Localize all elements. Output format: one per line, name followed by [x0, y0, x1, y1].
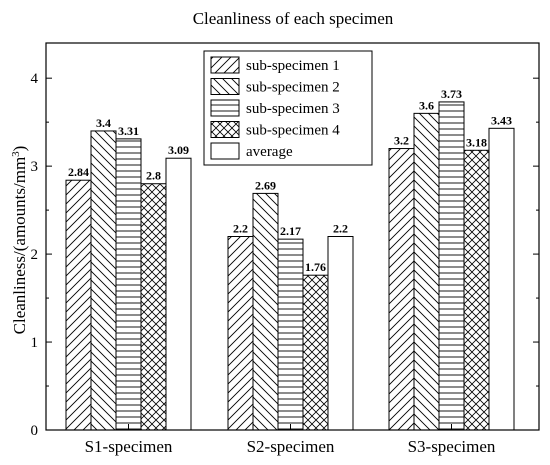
legend-label: sub-specimen 2 — [246, 80, 340, 96]
legend-label: sub-specimen 3 — [246, 101, 340, 117]
legend-swatch — [210, 142, 240, 160]
bar-s1-specimen-average — [165, 157, 192, 431]
bar-value-label: 2.69 — [255, 178, 276, 192]
bar-s2-specimen-sub-specimen-2 — [252, 192, 279, 431]
bar-value-label: 2.8 — [146, 169, 161, 183]
x-category-label: S3-specimen — [408, 437, 496, 456]
y-tick-label: 1 — [31, 335, 39, 351]
legend-label: average — [246, 144, 293, 160]
bar-value-label: 3.31 — [118, 124, 139, 138]
legend-label: sub-specimen 1 — [246, 58, 340, 74]
x-category-label: S2-specimen — [247, 437, 335, 456]
bar-value-label: 2.2 — [333, 222, 348, 236]
bar-s3-specimen-average — [488, 127, 515, 431]
bar-s2-specimen-average — [327, 236, 354, 431]
bar-series-group — [65, 101, 515, 431]
bar-value-label: 2.84 — [68, 165, 89, 179]
bar-s1-specimen-sub-specimen-4 — [140, 183, 167, 431]
plot-frame — [45, 42, 540, 431]
bar-s1-specimen-sub-specimen-2 — [90, 130, 117, 431]
bar-s1-specimen-sub-specimen-1 — [65, 179, 92, 431]
legend-swatch — [210, 56, 240, 74]
bar-s3-specimen-sub-specimen-3 — [438, 101, 465, 431]
bar-s3-specimen-sub-specimen-4 — [463, 149, 490, 431]
bar-s3-specimen-sub-specimen-2 — [413, 112, 440, 431]
legend-swatch — [210, 99, 240, 117]
x-axis-categories: S1-specimen S2-specimen S3-specimen — [85, 424, 496, 456]
y-tick-label: 4 — [31, 71, 39, 87]
bar-s2-specimen-sub-specimen-4 — [302, 274, 329, 431]
bar-s3-specimen-sub-specimen-1 — [388, 148, 415, 431]
data-labels-group: 2.84 3.4 3.31 2.8 3.09 2.2 2.69 2.17 1.76 2.2 3.2 3… — [68, 87, 512, 274]
bar-value-label: 3.4 — [96, 116, 111, 130]
chart-title: Cleanliness of each specimen — [193, 9, 394, 28]
bar-value-label: 2.17 — [280, 224, 301, 238]
x-category-label: S1-specimen — [85, 437, 173, 456]
y-tick-label: 2 — [31, 247, 39, 263]
bar-value-label: 1.76 — [305, 260, 326, 274]
legend-swatch — [210, 121, 240, 138]
legend-swatch — [210, 78, 240, 95]
bar-value-label: 3.43 — [491, 113, 512, 127]
y-axis-label: Cleanliness/(amounts/mm3) — [10, 146, 29, 335]
y-tick-label: 3 — [31, 159, 39, 175]
bar-value-label: 3.2 — [394, 134, 409, 148]
y-tick-label: 0 — [31, 423, 39, 439]
bar-value-label: 2.2 — [233, 222, 248, 236]
bar-value-label: 3.09 — [168, 143, 189, 157]
bar-s1-specimen-sub-specimen-3 — [115, 138, 142, 431]
bar-value-label: 3.18 — [466, 135, 487, 149]
legend-label: sub-specimen 4 — [246, 123, 340, 139]
legend: sub-specimen 1 sub-specimen 2 sub-specimen… — [203, 50, 373, 166]
bar-s2-specimen-sub-specimen-1 — [227, 236, 254, 431]
bar-s2-specimen-sub-specimen-3 — [277, 238, 304, 431]
bar-value-label: 3.73 — [441, 87, 462, 101]
bar-value-label: 3.6 — [419, 98, 434, 112]
